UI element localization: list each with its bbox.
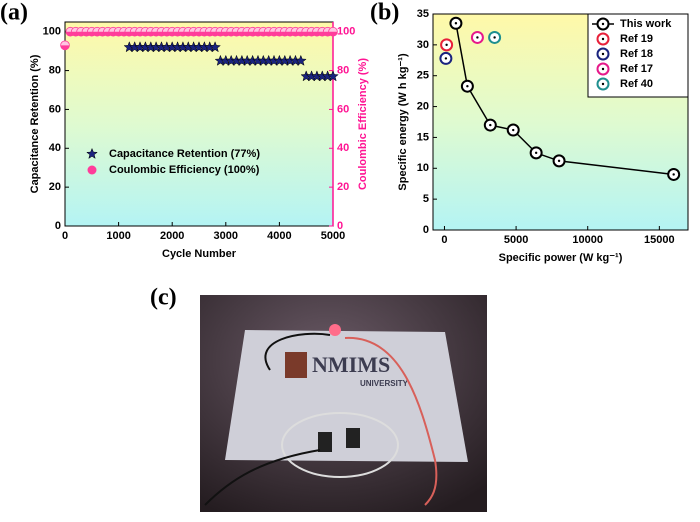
legend-label: Ref 17 (620, 63, 653, 75)
x-tick-label: 4000 (267, 230, 291, 242)
plot-background (64, 21, 334, 227)
y-tick-label: 100 (43, 26, 61, 38)
x-tick-label: 5000 (321, 230, 345, 242)
marker-dot (557, 159, 561, 163)
legend-marker (86, 147, 98, 159)
wire (204, 449, 321, 506)
cell-1 (318, 432, 332, 452)
legend-marker (87, 165, 97, 175)
panel-label: (a) (0, 0, 28, 26)
y-axis-label: Specific energy (W h kg⁻¹) (397, 53, 409, 191)
y-tick-label: 80 (49, 64, 61, 76)
logo-subtitle: UNIVERSITY (360, 379, 409, 388)
marker-dot (444, 57, 448, 60)
marker-dot (454, 22, 458, 25)
y-tick-label: 60 (49, 103, 61, 115)
marker (294, 54, 307, 66)
logo-text: NMIMS (312, 352, 390, 377)
marker-dot (466, 85, 469, 88)
legend-label: Coulombic Efficiency (100%) (109, 164, 260, 176)
y-tick-label: 40 (49, 142, 61, 154)
legend-marker-dot (601, 67, 605, 71)
y-tick-label: 35 (417, 8, 429, 20)
marker-dot (493, 36, 496, 39)
y2-tick-label: 60 (337, 103, 349, 115)
legend-marker-dot (601, 52, 605, 56)
y2-axis-label: Coulombic Efficiency (%) (357, 58, 369, 190)
wire (264, 332, 331, 371)
x-axis-label: Cycle Number (162, 248, 237, 260)
legend-label: This work (620, 18, 672, 30)
legend-marker-dot (601, 37, 605, 41)
photo: NMIMS UNIVERSITY (c) (150, 285, 487, 512)
x-tick-label: 3000 (214, 230, 238, 242)
y-tick-label: 20 (49, 181, 61, 193)
y-tick-label: 0 (423, 224, 429, 236)
chart: 0 5000 10000 15000 0 5 10 15 20 25 30 35 Specific po… (370, 0, 689, 264)
y-tick-label: 30 (417, 39, 429, 51)
marker-dot (476, 36, 479, 39)
marker-dot (489, 123, 492, 127)
legend-marker-dot (601, 82, 605, 86)
legend-label: Ref 40 (620, 78, 653, 90)
marker-dot (534, 151, 538, 155)
legend-label: Ref 19 (620, 33, 653, 45)
wire (344, 336, 438, 506)
marker (209, 41, 221, 53)
x-tick-label: 0 (62, 230, 68, 242)
y-tick-label: 15 (417, 131, 429, 143)
marker-dot (512, 128, 515, 132)
legend-label: Ref 18 (620, 48, 653, 60)
chart: 0 1000 2000 3000 4000 50000204060801000204060… (0, 0, 369, 260)
x-tick-label: 5000 (504, 234, 528, 246)
logo-crest (285, 352, 307, 378)
y2-tick-label: 0 (337, 220, 343, 232)
y-tick-label: 20 (417, 100, 429, 112)
y2-tick-label: 80 (337, 64, 349, 76)
panel-label: (c) (150, 285, 177, 311)
marker-dot (445, 43, 448, 47)
y-tick-label: 0 (55, 220, 61, 232)
y2-tick-label: 100 (337, 26, 355, 38)
marker (327, 70, 339, 82)
y-axis-label: Capacitance Retention (%) (29, 54, 41, 193)
marker-highlight (61, 41, 69, 46)
marker-dot (672, 173, 675, 176)
y2-tick-label: 20 (337, 181, 349, 193)
y-tick-label: 5 (423, 193, 429, 205)
x-tick-label: 2000 (160, 230, 184, 242)
legend-label: Capacitance Retention (77%) (109, 148, 260, 160)
marker-highlight (329, 27, 337, 32)
y2-tick-label: 40 (337, 142, 349, 154)
led (329, 324, 341, 336)
petri-dish (281, 412, 399, 478)
cell-2 (346, 428, 360, 448)
panel-label: (b) (370, 0, 399, 26)
x-tick-label: 10000 (572, 234, 603, 246)
x-axis-label: Specific power (W kg⁻¹) (499, 252, 623, 264)
x-tick-label: 1000 (106, 230, 130, 242)
y-tick-label: 10 (417, 162, 429, 174)
y-tick-label: 25 (417, 70, 429, 82)
x-tick-label: 0 (441, 234, 447, 246)
legend-marker-dot (601, 22, 605, 26)
x-tick-label: 15000 (644, 234, 675, 246)
